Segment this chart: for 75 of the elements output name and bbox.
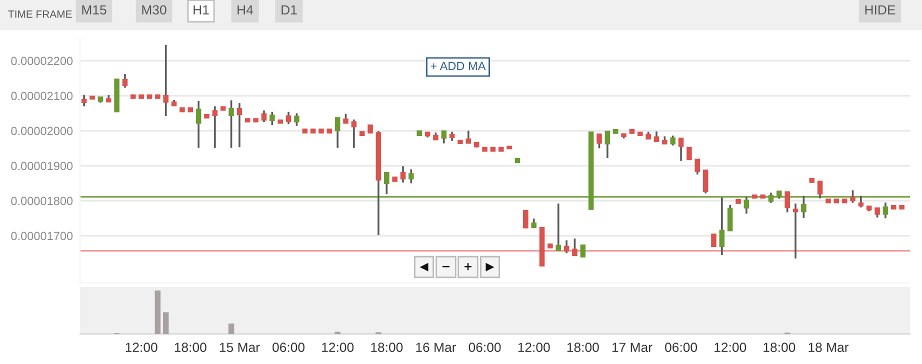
candlestick (196, 100, 202, 149)
candlestick (817, 180, 823, 200)
x-tick-label: 18:00 (371, 342, 403, 352)
x-tick-label: 18 Mar (808, 342, 849, 352)
candlestick (556, 202, 562, 252)
text: H4 (238, 5, 254, 14)
candlestick (670, 134, 676, 146)
candlestick (572, 238, 578, 257)
candlestick (466, 130, 472, 144)
annotation: ◀ (420, 262, 428, 272)
candlestick (850, 189, 856, 204)
x-tick-label: 06:00 (272, 342, 305, 352)
candlestick (384, 171, 390, 196)
candlestick (531, 218, 536, 229)
y-tick-label: 0.00002100 (11, 92, 73, 100)
y-tick-label: 0.00001900 (11, 162, 73, 170)
candlestick (711, 234, 716, 247)
candlestick (228, 99, 234, 149)
candlestick (261, 110, 267, 123)
x-tick-label: 17 Mar (612, 342, 652, 352)
y-tick-label: 0.00002200 (11, 56, 73, 66)
text: H1 (194, 5, 209, 14)
candlestick (858, 194, 864, 208)
candlestick (882, 202, 888, 220)
candlestick (122, 73, 128, 89)
candlestick (654, 130, 660, 143)
candlestick (449, 130, 455, 142)
x-tick-label: 06:00 (665, 342, 698, 352)
x-tick-label: 06:00 (468, 342, 501, 352)
candlestick (294, 112, 300, 127)
candlestick (686, 146, 692, 160)
candlestick (678, 137, 684, 162)
y-tick-label: 0.00002000 (11, 126, 73, 136)
candlestick (81, 94, 87, 108)
candlestick (286, 110, 292, 126)
annotation: ▶ (486, 262, 494, 272)
y-tick-label: 0.00001800 (11, 196, 73, 206)
candlestick (604, 130, 610, 159)
x-tick-label: 18:00 (174, 342, 206, 352)
candlestick (523, 210, 528, 228)
candlestick (694, 158, 700, 176)
candlestick (343, 113, 348, 124)
candlestick (408, 168, 414, 184)
candlestick (702, 169, 708, 194)
x-tick-label: 12:00 (126, 342, 158, 352)
candlestick (400, 165, 406, 184)
x-tick-label: 15 Mar (220, 342, 260, 352)
candlestick (441, 130, 447, 144)
candlestick (212, 105, 218, 149)
candlestick (270, 110, 275, 126)
text: M15 (82, 5, 106, 15)
annotation: + (464, 263, 472, 270)
x-tick-label: 16 Mar (416, 342, 456, 352)
candlestick (784, 190, 790, 214)
candlestick (727, 204, 733, 232)
x-tick-label: 18:00 (764, 342, 796, 352)
text: D1 (282, 5, 297, 14)
candlestick (236, 102, 242, 148)
annotation: − (442, 266, 450, 268)
y-tick-label: 0.00001700 (11, 232, 73, 240)
x-tick-label: 18:00 (567, 342, 599, 352)
text: HIDE (865, 5, 896, 14)
candlestick (334, 116, 340, 149)
candlestick (596, 132, 602, 150)
candlestick (163, 44, 168, 117)
x-tick-label: 12:00 (518, 342, 550, 352)
candlestick (874, 206, 880, 218)
candlestick (564, 239, 570, 254)
x-tick-label: 12:00 (714, 342, 746, 352)
annotation: + ADD MA (430, 62, 486, 70)
text: M30 (142, 5, 166, 15)
text: TIME FRAME (8, 10, 72, 18)
candlestick (580, 244, 586, 258)
candlestick (792, 202, 798, 260)
x-tick-label: 12:00 (322, 342, 354, 352)
